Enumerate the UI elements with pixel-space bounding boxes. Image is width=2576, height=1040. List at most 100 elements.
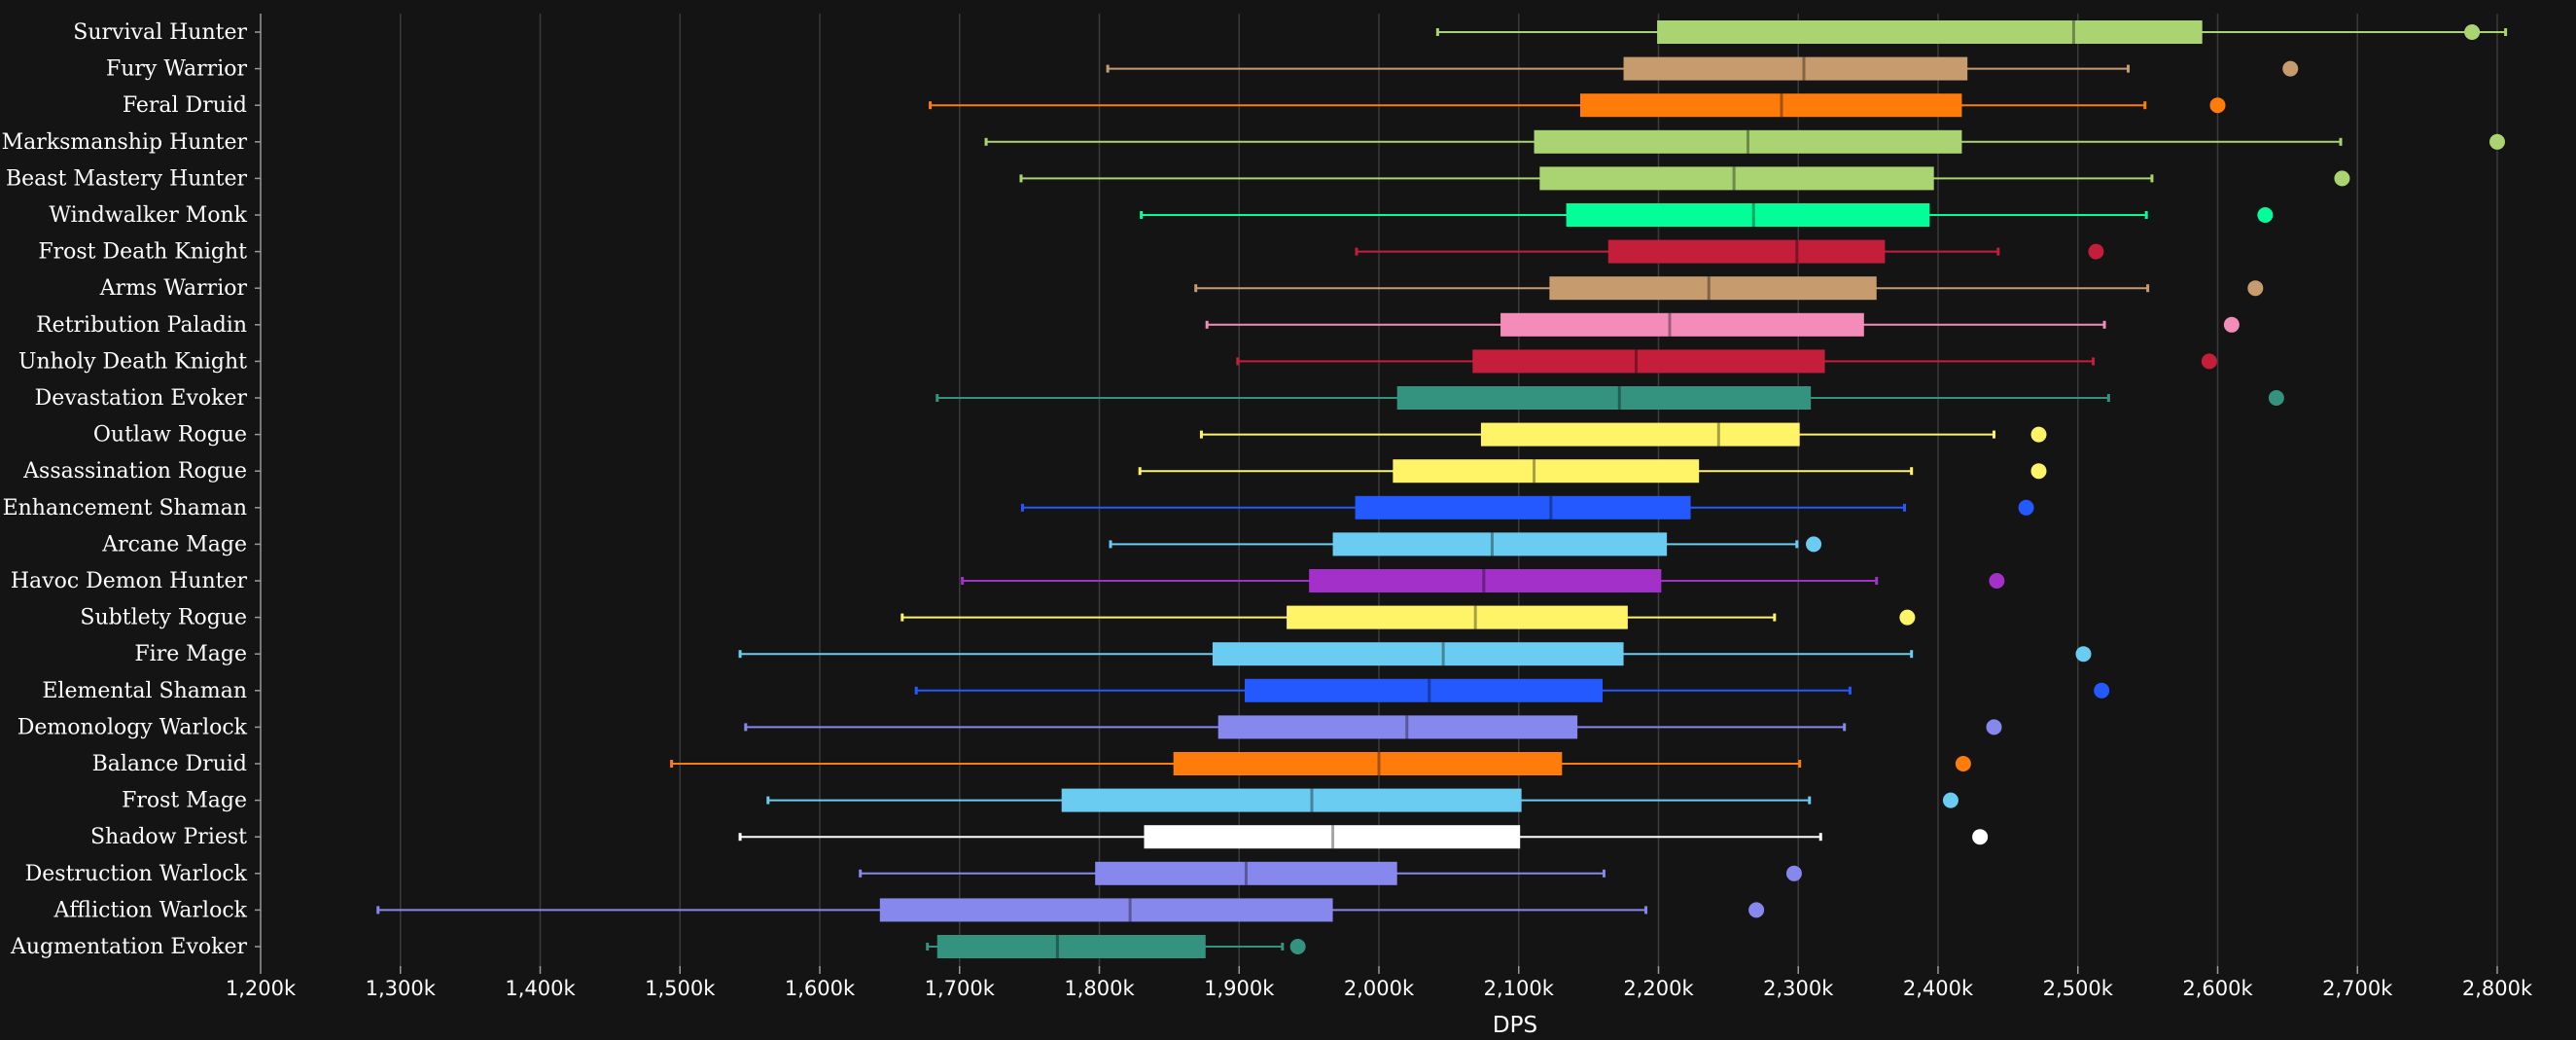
spec-label: Affliction Warlock [53,898,248,922]
iqr-box [1245,678,1603,702]
box-row [1194,276,2264,301]
spec-label: Arcane Mage [101,532,247,556]
iqr-box [1657,20,2203,44]
iqr-box [1332,532,1668,556]
box-row [914,678,2110,702]
spec-label: Survival Hunter [73,20,247,45]
outlier-point [2094,682,2110,699]
x-tick-label: 2,800k [2462,977,2533,1000]
axis-lines [255,14,2498,974]
x-tick-label: 1,600k [785,977,856,1000]
iqr-box [1623,56,1968,81]
box-row [1205,312,2240,337]
box-row [1355,239,2104,264]
spec-label: Balance Druid [92,752,247,776]
spec-label: Retribution Paladin [36,313,247,338]
outlier-point [1942,792,1958,808]
iqr-box [1212,642,1624,666]
spec-label: Frost Death Knight [38,240,247,265]
x-tick-label: 2,300k [1763,977,1834,1000]
grid-lines [400,14,2498,966]
outlier-point [1989,573,2005,589]
box-row [926,935,1306,958]
iqr-box [1607,239,1886,264]
iqr-box [1480,422,1800,447]
x-tick-label: 2,500k [2043,977,2114,1000]
spec-label: Fire Mage [134,642,247,666]
outlier-point [2201,353,2217,370]
box-row [1020,495,2034,520]
x-tick-label: 2,600k [2182,977,2253,1000]
box-row [1138,459,2047,484]
x-tick-label: 1,700k [925,977,996,1000]
box-plots [376,20,2508,958]
iqr-box [1287,605,1628,629]
spec-label: Frost Mage [122,789,247,813]
spec-label: Feral Druid [123,93,247,118]
spec-labels: Survival Hunter Fury Warrior Feral Druid Ma… [2,20,248,959]
iqr-box [1355,495,1691,520]
spec-label: Outlaw Rogue [93,423,247,448]
spec-label: Arms Warrior [99,276,248,301]
box-row [1109,532,1822,556]
box-row [935,386,2284,410]
iqr-box [1500,312,1864,337]
outlier-point [1785,865,1802,881]
iqr-box [1393,459,1700,484]
x-tick-label: 1,800k [1064,977,1135,1000]
iqr-box [1566,203,1930,227]
iqr-box [1534,129,1962,154]
outlier-point [1289,939,1306,954]
outlier-point [1899,609,1916,626]
box-row [738,642,2092,666]
box-row [376,898,1765,922]
box-row [1019,166,2350,191]
iqr-box [1095,861,1397,885]
box-row [1435,20,2508,44]
iqr-box [1309,569,1662,592]
box-row [738,825,1989,849]
outlier-point [1748,902,1765,918]
iqr-box [1173,752,1563,775]
box-row [1140,203,2274,227]
iqr-box [879,898,1333,922]
spec-label: Marksmanship Hunter [2,130,248,155]
box-row [984,129,2505,154]
box-row [1106,56,2299,81]
spec-label: Devastation Evoker [35,386,248,411]
outlier-point [1972,829,1989,845]
outlier-point [2088,243,2104,260]
iqr-box [1061,788,1522,812]
iqr-box [1580,93,1962,118]
x-tick-label: 1,200k [226,977,297,1000]
x-tick-label: 1,300k [366,977,437,1000]
outlier-point [2247,280,2264,297]
box-row [1199,422,2047,447]
box-row [766,788,1958,812]
x-tick-label: 1,900k [1204,977,1275,1000]
outlier-point [2464,24,2481,40]
x-tick-labels: 1,200k 1,300k 1,400k 1,500k 1,600k 1,700k 1,80… [226,977,2533,1000]
spec-label: Shadow Priest [90,825,247,849]
outlier-point [2018,499,2034,516]
outlier-point [1986,719,2002,735]
outlier-point [2334,170,2350,187]
outlier-point [2209,97,2226,114]
outlier-point [1955,756,1971,771]
iqr-box [1472,349,1825,374]
outlier-point [2075,646,2092,663]
box-row [929,93,2226,118]
spec-label: Augmentation Evoker [10,935,248,959]
outlier-point [2030,463,2047,480]
iqr-box [1144,825,1521,849]
spec-label: Demonology Warlock [18,715,248,739]
box-row [961,569,2005,592]
box-row [859,861,1802,885]
iqr-box [936,935,1206,958]
spec-label: Elemental Shaman [42,679,247,703]
spec-label: Beast Mastery Hunter [6,166,248,191]
x-tick-label: 2,400k [1903,977,1974,1000]
box-row [900,605,1916,629]
x-tick-label: 1,400k [505,977,576,1000]
